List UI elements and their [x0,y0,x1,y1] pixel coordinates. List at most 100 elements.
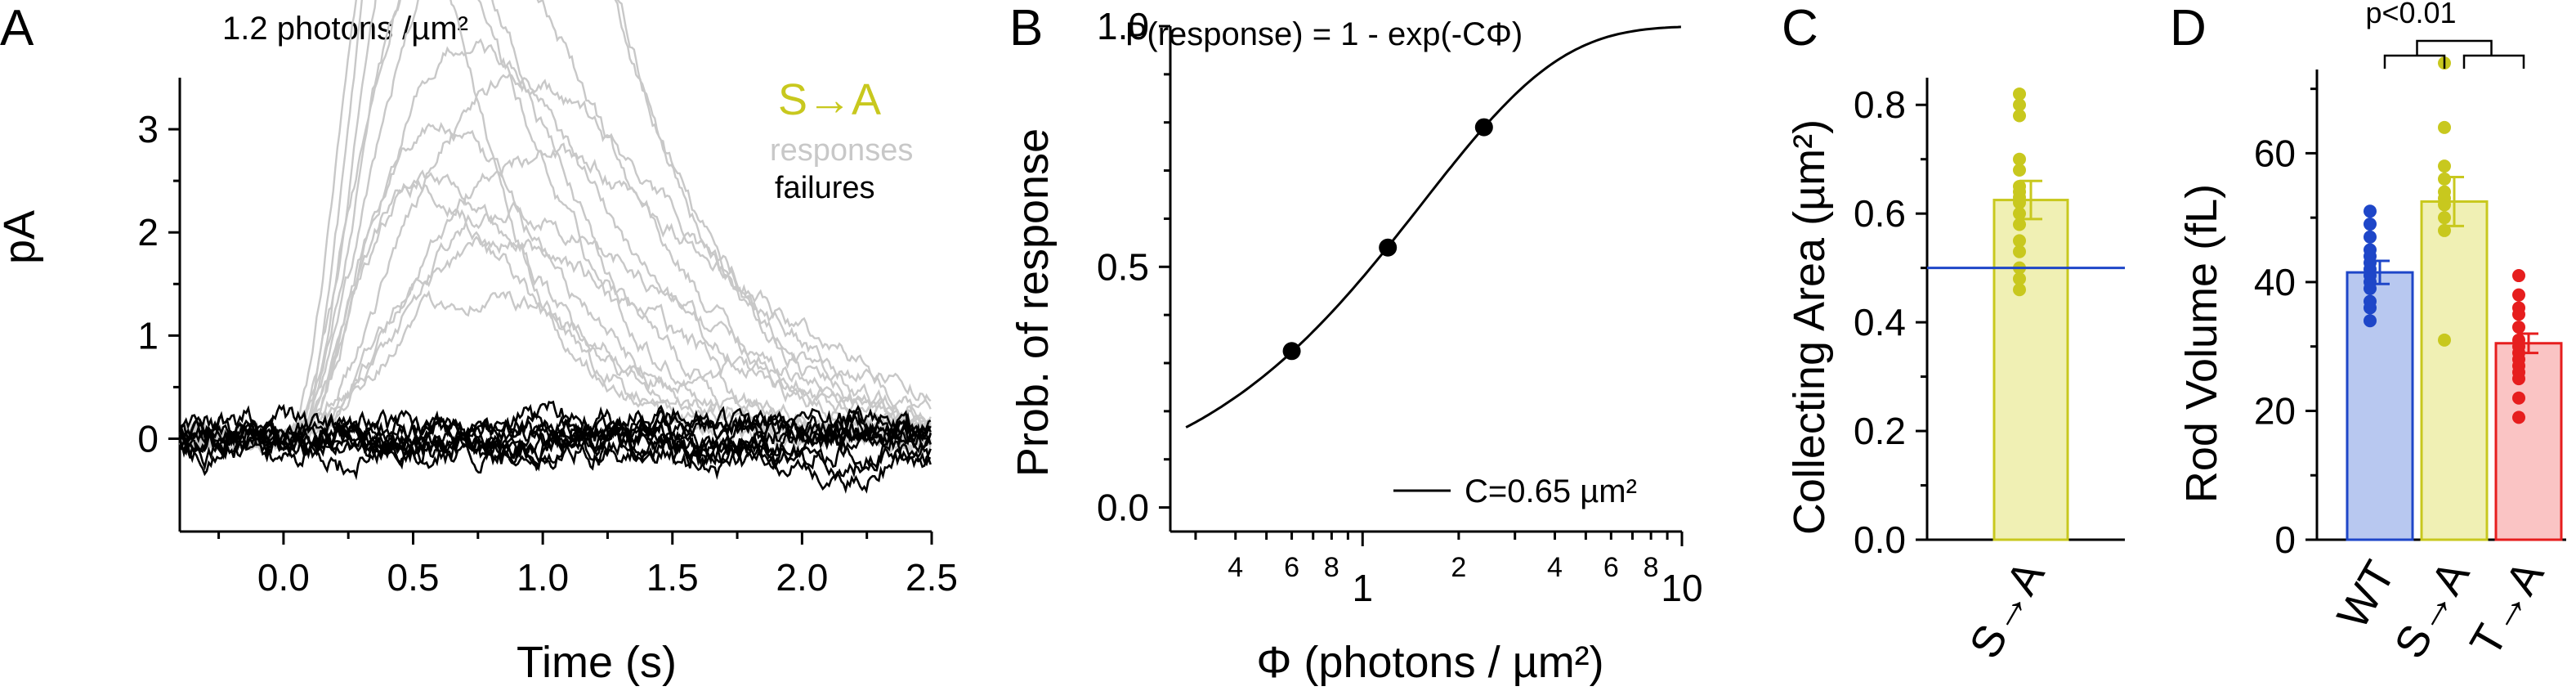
bar-0 [2346,271,2414,541]
data-point [2512,391,2525,405]
panel-c-y-tick-label: 0.4 [1854,301,1906,343]
panel-d-category-label: WT [2328,553,2404,637]
panel-b-x-tick-label: 10 [1661,567,1702,609]
data-point [2438,223,2451,237]
data-point [2013,271,2026,285]
panel-label-c: C [1782,0,1818,56]
panel-b-x-minor-label: 4 [1547,552,1563,583]
panel-b-x-minor-label: 4 [1228,552,1243,583]
panel-d-annotation: p<0.01 [2365,0,2456,29]
data-point [2013,109,2026,123]
panel-a-y-tick-label: 2 [137,211,159,254]
panel-label-b: B [1009,0,1043,56]
data-point [2013,164,2026,177]
data-point [1379,238,1398,257]
panel-a-legend-failures: failures [775,171,875,205]
panel-d-category-label: S→A [2385,553,2479,666]
panel-d: Rod Volume (fL) p<0.01 0 20 40 60 WTS→AT→A [2177,0,2566,666]
panel-b-xlabel: Φ (photons / µm²) [1256,638,1603,687]
data-point [2364,218,2377,231]
data-point [2013,98,2026,112]
data-point [2438,198,2451,212]
data-point [2013,245,2026,258]
failure-trace [178,408,932,494]
bar-1 [2420,200,2489,541]
panel-label-d: D [2170,0,2207,56]
data-point [2364,230,2377,244]
bar-2 [2494,342,2563,541]
fit-curve [1185,25,1681,429]
panel-c: Collecting Area (µm²) 0.0 0.2 0.4 0.6 0.8 S→A [1785,78,2125,666]
panel-b: P(response) = 1 - exp(-CΦ) Prob. of resp… [1008,5,1703,687]
panel-a-x-tick-label: 2.0 [776,556,828,599]
significance-bracket [2383,39,2525,69]
panel-c-ylabel: Collecting Area (µm²) [1785,119,1834,535]
panel-a-x-tick-label: 1.5 [646,556,699,599]
data-point [2438,211,2451,225]
data-point [2364,281,2377,295]
panel-d-y-tick-label: 60 [2254,132,2296,174]
panel-c-category-label: S→A [1960,553,2054,666]
panel-a-x-tick-label: 2.5 [906,556,958,599]
panel-b-title: P(response) = 1 - exp(-CΦ) [1125,16,1523,52]
data-point [1474,118,1493,137]
panel-a-legend-title: S→A [778,75,881,124]
panel-a-x-tick-label: 1.0 [517,556,569,599]
panel-b-x-tick-label: 1 [1352,567,1373,609]
panel-b-x-minor-label: 8 [1324,552,1339,583]
panel-c-y-tick-label: 0.2 [1854,410,1906,452]
data-point [2013,87,2026,101]
bar-s-to-a [1992,199,2069,541]
panel-b-y-tick-label: 0.0 [1097,487,1149,529]
panel-a-title: 1.2 photons /µm² [222,11,468,47]
panel-d-y-tick-label: 20 [2254,389,2296,432]
data-point [2512,288,2525,302]
data-point [2013,234,2026,248]
panel-a-legend-responses: responses [770,133,913,168]
data-point [1282,342,1301,361]
data-point [2364,314,2377,328]
panel-c-y-tick-label: 0.0 [1854,518,1906,561]
panel-d-category-label: T→A [2461,553,2553,665]
data-point [2364,301,2377,315]
data-point [2013,218,2026,231]
panel-b-fit-label: C=0.65 µm² [1465,473,1637,509]
panel-b-y-tick-label: 0.5 [1097,245,1149,288]
panel-a-x-tick-label: 0.5 [387,556,440,599]
panel-label-a: A [0,0,34,56]
data-point [2438,172,2451,186]
data-point [2013,207,2026,221]
data-point [2512,307,2525,321]
panel-a-ylabel: pA [0,210,44,264]
panel-a-y-tick-label: 0 [137,417,159,460]
data-point [2438,120,2451,134]
data-point [2438,333,2451,347]
panel-a-xlabel: Time (s) [517,638,677,687]
failure-trace [178,411,932,470]
panel-c-y-tick-label: 0.8 [1854,83,1906,126]
data-point [2512,372,2525,386]
panel-a: 1.2 photons /µm² pA Time (s) S→A respons… [0,0,958,687]
data-point [2364,204,2377,218]
panel-b-x-minor-label: 6 [1284,552,1299,583]
data-point [2438,159,2451,173]
panel-b-x-minor-label: 6 [1603,552,1619,583]
panel-a-y-tick-label: 1 [137,314,159,357]
panel-d-y-tick-label: 0 [2274,518,2296,561]
data-point [2013,195,2026,209]
panel-a-y-tick-label: 3 [137,108,159,150]
panel-b-y-tick-label: 1.0 [1097,5,1149,47]
data-point [2512,321,2525,334]
panel-b-ylabel: Prob. of response [1008,128,1058,477]
panel-b-x-minor-label: 8 [1644,552,1659,583]
panel-c-y-tick-label: 0.6 [1854,192,1906,235]
panel-a-x-tick-label: 0.0 [257,556,310,599]
data-point [2512,269,2525,283]
data-point [2512,411,2525,424]
data-point [2013,152,2026,166]
data-point [2013,283,2026,297]
panel-d-y-tick-label: 40 [2254,261,2296,303]
panel-d-ylabel: Rod Volume (fL) [2177,184,2226,503]
panel-b-x-minor-label: 2 [1451,552,1466,583]
